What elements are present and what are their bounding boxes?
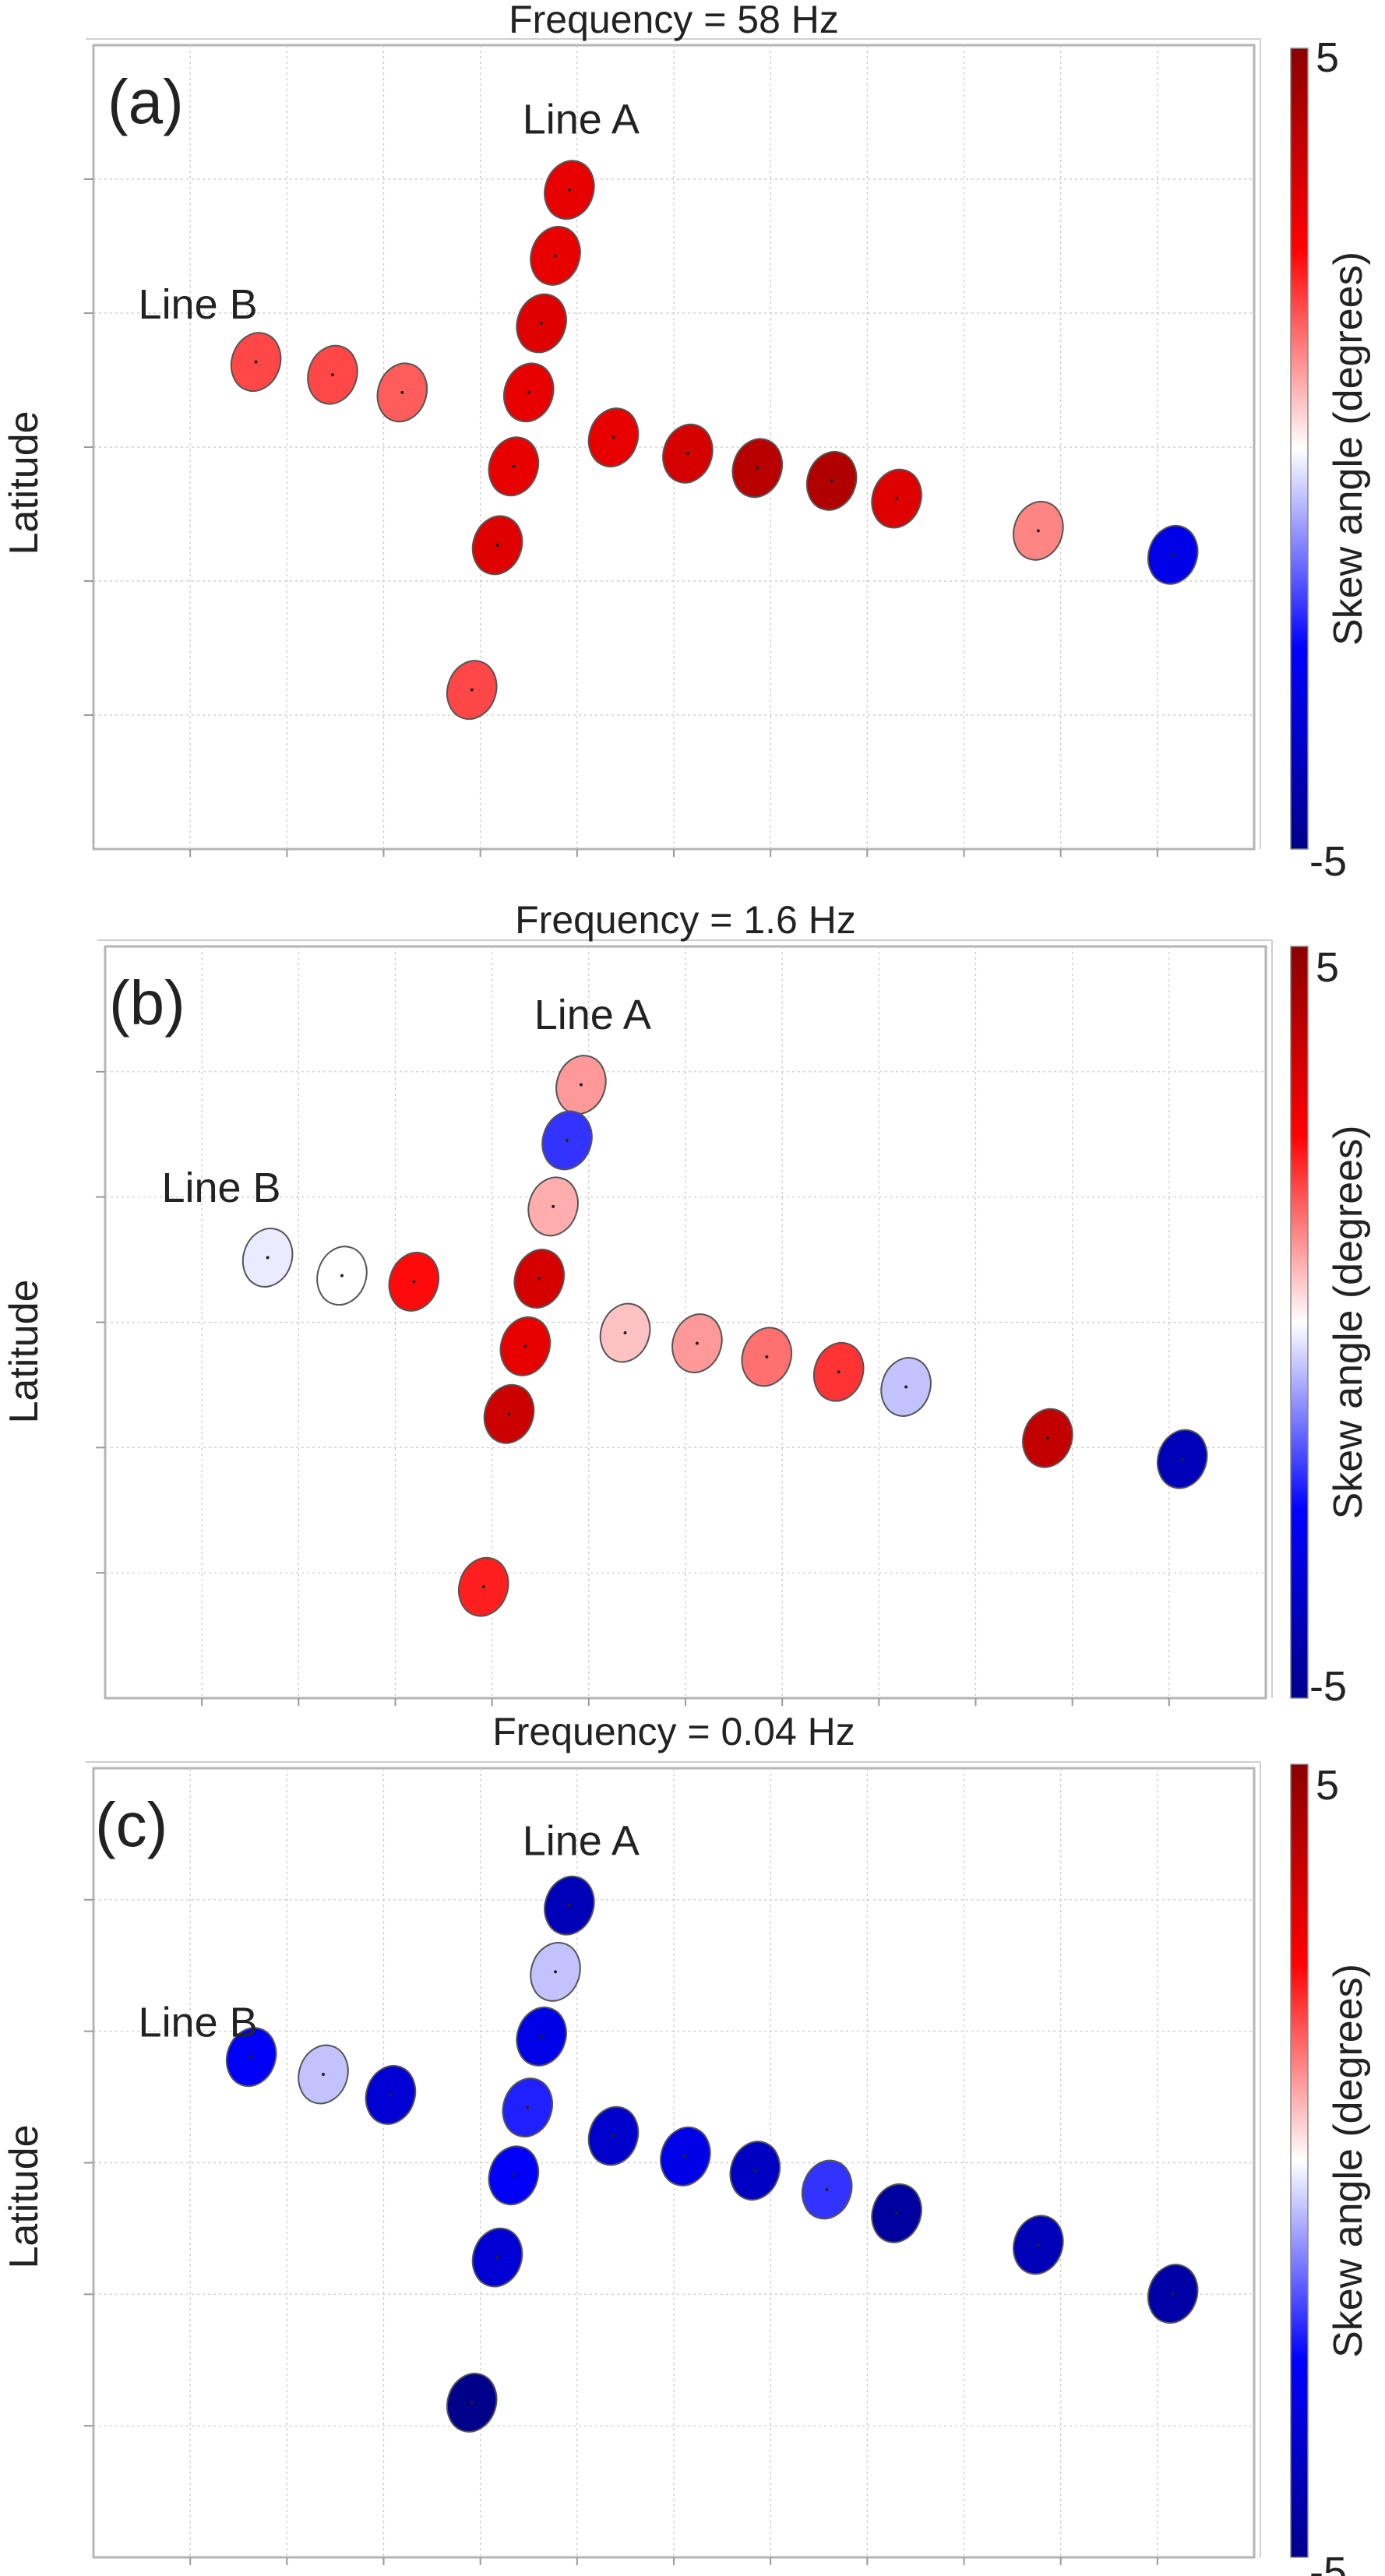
data-point-center [470, 2401, 474, 2405]
data-point-center [340, 1274, 344, 1277]
panel-title: Frequency = 0.04 Hz [492, 1710, 855, 1753]
panel-label: (b) [109, 968, 185, 1038]
data-point-center [1180, 1457, 1184, 1461]
colorbar-gradient [1290, 48, 1309, 850]
data-point-center [753, 2169, 757, 2173]
data-point-center [1036, 2243, 1040, 2247]
y-axis-label: Latitude [2, 411, 47, 555]
data-point-center [1045, 1436, 1049, 1440]
data-point-center [400, 390, 404, 394]
data-point-center [895, 2211, 899, 2215]
annotation-line-b: Line B [139, 1999, 258, 2046]
data-point-center [567, 1904, 571, 1908]
colorbar-label: Skew angle (degrees) [1326, 1126, 1371, 1520]
data-point-center [412, 1280, 416, 1284]
colorbar: 5 -5 Skew angle (degrees) [1290, 1762, 1371, 2576]
data-point-center [567, 188, 571, 192]
data-points [241, 1055, 1208, 1617]
data-point-center [611, 435, 615, 439]
panel-label: (a) [107, 67, 184, 136]
panel-c: Frequency = 0.04 Hz (c) Latitude Line A Line… [2, 1710, 1371, 2576]
y-axis-label: Latitude [2, 2124, 47, 2268]
panel-title: Frequency = 58 Hz [509, 0, 839, 41]
data-point-center [495, 2256, 499, 2260]
data-points [230, 160, 1199, 721]
panel-a: Frequency = 58 Hz (a) Latitude Line A Line B… [2, 0, 1371, 885]
colorbar: 5 -5 Skew angle (degrees) [1290, 34, 1371, 885]
colorbar-tick-min: -5 [1309, 2549, 1347, 2576]
colorbar-tick-max: 5 [1316, 34, 1339, 81]
data-point-center [537, 1277, 541, 1281]
data-point-center [266, 1256, 270, 1260]
data-point-center [540, 2035, 544, 2039]
data-point-center [695, 1341, 699, 1345]
annotation-line-a: Line A [523, 97, 640, 143]
panel-title: Frequency = 1.6 Hz [515, 898, 856, 942]
data-point-center [540, 322, 544, 326]
data-point-center [554, 1970, 558, 1974]
data-point-center [495, 543, 499, 547]
data-point-center [765, 1355, 769, 1358]
data-point-center [470, 688, 474, 692]
data-point-center [523, 1344, 527, 1348]
data-point-center [507, 1412, 511, 1416]
annotation-line-b: Line B [139, 281, 258, 328]
data-point-center [1171, 2292, 1175, 2296]
colorbar-gradient [1290, 1764, 1309, 2558]
colorbar-label: Skew angle (degrees) [1326, 1964, 1371, 2358]
data-point-center [527, 390, 530, 394]
data-point-center [249, 2055, 253, 2059]
data-point-center [830, 479, 833, 483]
data-point-center [895, 497, 899, 501]
grid [84, 45, 1254, 857]
colorbar-tick-min: -5 [1309, 1663, 1347, 1710]
data-point-center [904, 1385, 908, 1389]
data-point-center [685, 452, 689, 456]
data-point-center [526, 2106, 530, 2109]
colorbar-tick-min: -5 [1309, 838, 1347, 885]
data-point-center [756, 466, 759, 470]
data-point-center [512, 464, 516, 468]
data-point-center [837, 1370, 841, 1374]
data-point-center [1171, 553, 1175, 557]
colorbar-gradient [1290, 946, 1309, 1699]
data-point-center [389, 2093, 393, 2097]
panel-label: (c) [95, 1790, 167, 1859]
annotation-line-b: Line B [161, 1165, 280, 1211]
data-point-center [330, 373, 334, 377]
colorbar-tick-max: 5 [1316, 1762, 1339, 1809]
panel-b: Frequency = 1.6 Hz (b) Latitude Line A Line … [2, 898, 1371, 1710]
y-axis-label: Latitude [2, 1279, 47, 1423]
data-point-center [481, 1585, 485, 1589]
data-point-center [552, 1204, 555, 1208]
data-point-center [611, 2134, 615, 2138]
annotation-line-a: Line A [523, 1817, 640, 1864]
data-point-center [825, 2187, 829, 2191]
data-point-center [566, 1138, 569, 1142]
annotation-line-a: Line A [534, 992, 651, 1038]
data-point-center [554, 254, 558, 258]
data-point-center [623, 1331, 627, 1335]
data-point-center [322, 2073, 326, 2077]
data-point-center [1036, 529, 1040, 533]
data-point-center [512, 2173, 516, 2177]
data-points [225, 1875, 1199, 2433]
data-point-center [579, 1083, 583, 1087]
data-point-center [683, 2155, 687, 2158]
colorbar-tick-max: 5 [1316, 944, 1339, 991]
colorbar-label: Skew angle (degrees) [1326, 252, 1371, 646]
data-point-center [254, 360, 258, 364]
colorbar: 5 -5 Skew angle (degrees) [1290, 944, 1371, 1710]
